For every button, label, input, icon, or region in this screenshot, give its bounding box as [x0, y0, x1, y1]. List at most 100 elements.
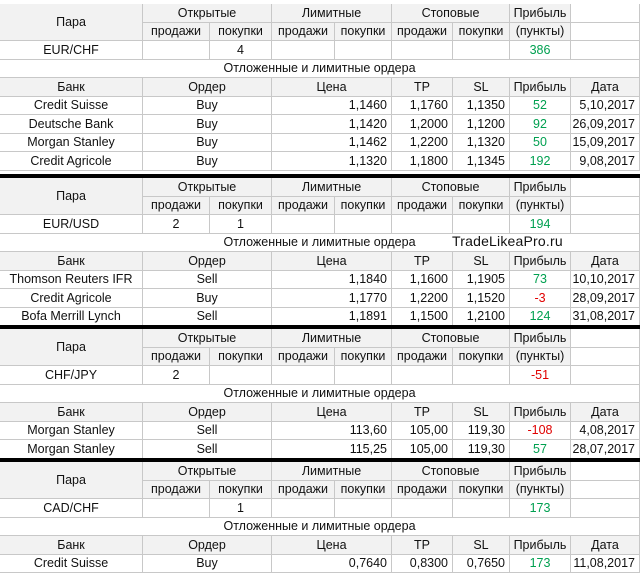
open-buys-value: 1: [210, 499, 272, 518]
stop-sells-value: [392, 366, 453, 385]
buys-subheader: покупки: [453, 22, 510, 41]
order-tp: 105,00: [392, 440, 453, 459]
points-subheader: (пункты): [510, 480, 571, 499]
tp-column-header: TP: [392, 78, 453, 97]
order-date: 10,10,2017: [571, 270, 640, 289]
order-column-header: Ордер: [143, 252, 272, 271]
pending-orders-title: Отложенные и лимитные ордера: [0, 517, 640, 536]
order-bank: Credit Agricole: [0, 152, 143, 171]
buys-subheader: покупки: [335, 22, 392, 41]
order-bank: Bofa Merrill Lynch: [0, 307, 143, 326]
block-separator: [0, 458, 640, 462]
date-column-header: Дата: [571, 403, 640, 422]
order-price: 1,1420: [272, 115, 392, 134]
order-bank: Credit Suisse: [0, 554, 143, 573]
sells-subheader: продажи: [143, 196, 210, 215]
sells-subheader: продажи: [392, 22, 453, 41]
buys-subheader: покупки: [210, 480, 272, 499]
open-sells-value: [143, 41, 210, 60]
block-separator: [0, 325, 640, 329]
order-type: Buy: [143, 554, 272, 573]
price-column-header: Цена: [272, 78, 392, 97]
order-profit: 57: [510, 440, 571, 459]
buys-subheader: покупки: [210, 196, 272, 215]
bank-column-header: Банк: [0, 536, 143, 555]
price-column-header: Цена: [272, 252, 392, 271]
watermark-text: TradeLikeaPro.ru: [452, 233, 563, 249]
empty-cell: [571, 366, 640, 385]
order-bank: Morgan Stanley: [0, 133, 143, 152]
order-profit: -108: [510, 421, 571, 440]
empty-cell: [571, 215, 640, 234]
order-profit: 192: [510, 152, 571, 171]
empty-cell: [571, 499, 640, 518]
buys-subheader: покупки: [453, 480, 510, 499]
order-tp: 1,2200: [392, 133, 453, 152]
order-type: Sell: [143, 440, 272, 459]
limit-sells-value: [272, 366, 335, 385]
tp-column-header: TP: [392, 536, 453, 555]
order-column-header: Ордер: [143, 536, 272, 555]
order-price: 0,7640: [272, 554, 392, 573]
order-sl: 119,30: [453, 421, 510, 440]
sells-subheader: продажи: [392, 347, 453, 366]
order-bank: Credit Agricole: [0, 289, 143, 308]
points-subheader: (пункты): [510, 347, 571, 366]
pair-header: Пара: [0, 4, 143, 41]
pair-profit: 386: [510, 41, 571, 60]
pair-name: EUR/USD: [0, 215, 143, 234]
limit-buys-value: [335, 41, 392, 60]
order-tp: 1,2200: [392, 289, 453, 308]
order-sl: 0,7650: [453, 554, 510, 573]
buys-subheader: покупки: [335, 347, 392, 366]
order-bank: Thomson Reuters IFR: [0, 270, 143, 289]
order-price: 1,1840: [272, 270, 392, 289]
order-type: Sell: [143, 307, 272, 326]
profit-header: Прибыль: [510, 329, 571, 348]
limit-buys-value: [335, 366, 392, 385]
order-price: 1,1891: [272, 307, 392, 326]
pair-profit: -51: [510, 366, 571, 385]
profit-column-header: Прибыль: [510, 252, 571, 271]
stop-sells-value: [392, 215, 453, 234]
order-profit: 73: [510, 270, 571, 289]
order-date: 4,08,2017: [571, 421, 640, 440]
empty-cell: [571, 480, 640, 499]
points-subheader: (пункты): [510, 196, 571, 215]
stop-buys-value: [453, 366, 510, 385]
empty-cell: [571, 196, 640, 215]
sells-subheader: продажи: [272, 22, 335, 41]
bank-column-header: Банк: [0, 78, 143, 97]
sells-subheader: продажи: [272, 480, 335, 499]
order-sl: 1,2100: [453, 307, 510, 326]
sells-subheader: продажи: [143, 22, 210, 41]
order-type: Buy: [143, 289, 272, 308]
block-separator: [0, 174, 640, 178]
empty-cell: [571, 462, 640, 481]
pair-name: CAD/CHF: [0, 499, 143, 518]
limit-header: Лимитные: [272, 329, 392, 348]
order-profit: 92: [510, 115, 571, 134]
limit-sells-value: [272, 41, 335, 60]
stop-buys-value: [453, 215, 510, 234]
order-column-header: Ордер: [143, 78, 272, 97]
empty-cell: [571, 22, 640, 41]
profit-header: Прибыль: [510, 178, 571, 197]
limit-header: Лимитные: [272, 4, 392, 23]
points-subheader: (пункты): [510, 22, 571, 41]
order-type: Buy: [143, 96, 272, 115]
order-date: 31,08,2017: [571, 307, 640, 326]
open-header: Открытые: [143, 178, 272, 197]
limit-header: Лимитные: [272, 178, 392, 197]
order-price: 1,1462: [272, 133, 392, 152]
bank-column-header: Банк: [0, 403, 143, 422]
order-price: 1,1460: [272, 96, 392, 115]
price-column-header: Цена: [272, 536, 392, 555]
order-type: Sell: [143, 421, 272, 440]
buys-subheader: покупки: [335, 480, 392, 499]
order-price: 115,25: [272, 440, 392, 459]
sells-subheader: продажи: [392, 480, 453, 499]
order-column-header: Ордер: [143, 403, 272, 422]
order-price: 1,1770: [272, 289, 392, 308]
